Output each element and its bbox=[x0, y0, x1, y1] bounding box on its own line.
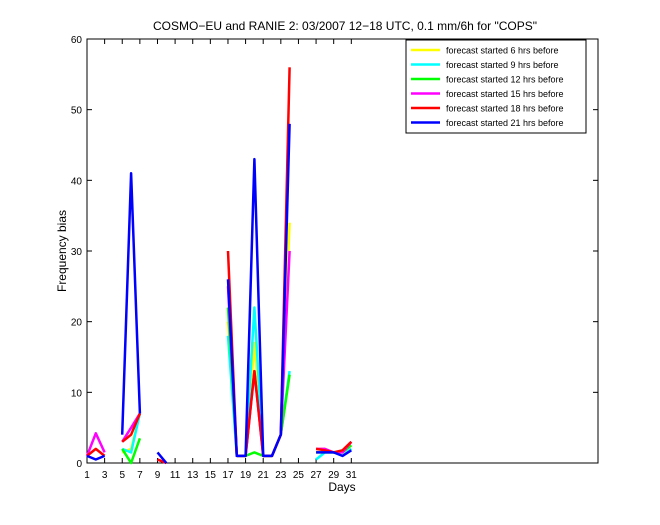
x-tick-label: 15 bbox=[205, 470, 217, 481]
legend-box bbox=[405, 39, 587, 134]
y-tick-label: 20 bbox=[71, 318, 83, 329]
series-line-6 bbox=[120, 172, 142, 435]
chart-title: COSMO−EU and RANIE 2: 03/2007 12−18 UTC,… bbox=[153, 19, 537, 33]
legend-label: forecast started 15 hrs before bbox=[446, 89, 564, 99]
series-line-6 bbox=[86, 454, 106, 461]
x-tick-label: 27 bbox=[311, 470, 323, 481]
series-line-6 bbox=[226, 123, 291, 458]
x-tick-label: 29 bbox=[328, 470, 340, 481]
x-tick-label: 7 bbox=[137, 470, 143, 481]
legend-label: forecast started 18 hrs before bbox=[446, 104, 564, 114]
legend-label: forecast started 12 hrs before bbox=[446, 75, 564, 85]
y-tick-label: 60 bbox=[71, 35, 83, 46]
series-line-6 bbox=[156, 451, 168, 464]
series-line-6 bbox=[316, 449, 352, 458]
x-tick-label: 11 bbox=[170, 470, 181, 481]
x-tick-label: 17 bbox=[222, 470, 234, 481]
y-tick-label: 50 bbox=[71, 106, 83, 117]
x-tick-label: 13 bbox=[187, 470, 199, 481]
x-axis-label: Days bbox=[328, 480, 355, 494]
x-tick-label: 31 bbox=[346, 470, 358, 481]
series-lines bbox=[85, 67, 353, 465]
legend-label: forecast started 21 hrs before bbox=[446, 118, 564, 128]
x-tick-label: 1 bbox=[84, 470, 90, 481]
x-tick-label: 21 bbox=[258, 470, 270, 481]
series-line-2 bbox=[121, 413, 142, 454]
x-tick-label: 25 bbox=[293, 470, 305, 481]
series-line-5 bbox=[86, 447, 106, 457]
series-line-5 bbox=[121, 413, 142, 443]
x-tick-label: 19 bbox=[240, 470, 252, 481]
series-line-3 bbox=[121, 437, 142, 465]
x-tick-label: 5 bbox=[119, 470, 125, 481]
x-tick-label: 3 bbox=[102, 470, 108, 481]
y-tick-label: 40 bbox=[71, 176, 83, 187]
legend-label: forecast started 9 hrs before bbox=[446, 60, 559, 70]
x-tick-label: 23 bbox=[275, 470, 287, 481]
y-tick-label: 0 bbox=[76, 459, 82, 470]
x-tick-label: 9 bbox=[155, 470, 161, 481]
y-tick-label: 30 bbox=[71, 247, 83, 258]
y-axis-label: Frequency bias bbox=[55, 210, 69, 292]
legend: forecast started 6 hrs before forecast st… bbox=[405, 39, 587, 134]
legend-label: forecast started 6 hrs before bbox=[446, 46, 559, 56]
series-line-4 bbox=[85, 432, 106, 457]
y-tick-label: 10 bbox=[71, 388, 83, 399]
